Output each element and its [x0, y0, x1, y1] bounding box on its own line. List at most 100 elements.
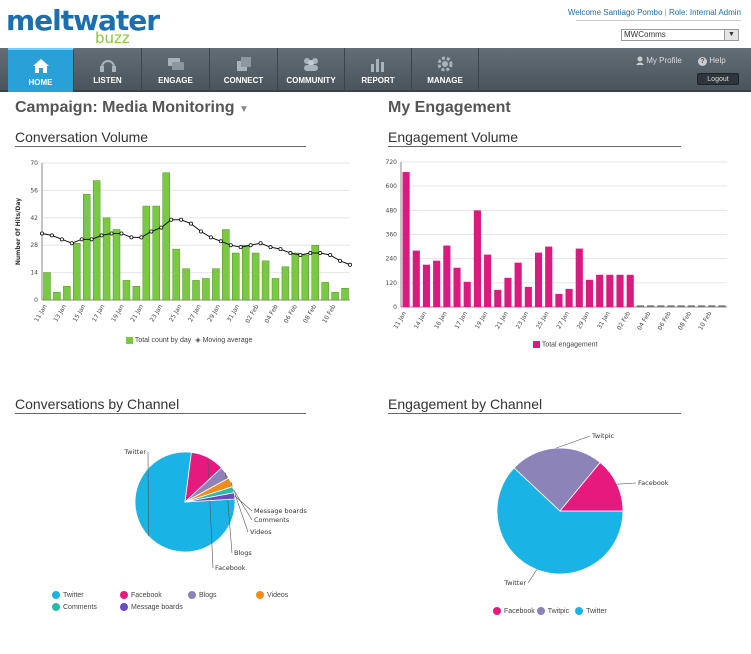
- bar: [453, 267, 461, 307]
- nav-community[interactable]: COMMUNITY: [278, 48, 345, 92]
- bar: [514, 262, 522, 307]
- my-profile-link[interactable]: My Profile: [636, 56, 682, 66]
- pie-slice: [496, 467, 624, 575]
- pie-label: Blogs: [234, 549, 252, 557]
- y-tick-label: 720: [386, 159, 398, 166]
- dropdown-button[interactable]: ▼: [724, 30, 738, 40]
- legend-item-blogs[interactable]: Blogs: [188, 591, 256, 599]
- x-tick-label: 06 Feb: [657, 310, 673, 331]
- moving-average-point: [298, 252, 303, 257]
- bar: [534, 252, 543, 307]
- bar: [585, 279, 594, 307]
- bar: [311, 244, 319, 301]
- nav-report[interactable]: REPORT: [345, 48, 412, 92]
- bar: [422, 264, 431, 307]
- help-link[interactable]: ? Help: [698, 56, 726, 66]
- bar: [402, 172, 410, 307]
- nav-label: MANAGE: [427, 76, 463, 85]
- account-value: MWComms: [624, 30, 666, 39]
- logo[interactable]: meltwater: [6, 4, 160, 37]
- nav-manage[interactable]: MANAGE: [412, 48, 479, 92]
- legend-item-twitter[interactable]: Twitter: [575, 607, 607, 615]
- legend-swatch: [188, 591, 196, 599]
- engagement-volume-legend: Total engagement: [533, 341, 597, 348]
- conversation-volume-title: Conversation Volume: [15, 129, 306, 147]
- moving-average-point: [69, 241, 74, 246]
- legend-label: Videos: [267, 591, 289, 599]
- logout-button[interactable]: Logout: [697, 73, 739, 85]
- y-tick-label: 42: [30, 215, 38, 222]
- pie-leader-line: [527, 569, 538, 584]
- x-tick-label: 19 Jan: [474, 310, 490, 330]
- home-icon: [32, 59, 49, 73]
- moving-average-point: [149, 229, 154, 234]
- help-label: Help: [709, 56, 726, 65]
- bar: [192, 280, 200, 301]
- moving-average-point: [248, 243, 253, 248]
- bar: [182, 268, 190, 301]
- y-tick-label: 14: [30, 270, 38, 277]
- x-tick-label: 23 Jan: [149, 303, 165, 323]
- bar: [132, 286, 141, 301]
- nav-home[interactable]: HOME: [8, 48, 74, 92]
- pie-slice: [559, 461, 624, 512]
- bar: [494, 289, 502, 307]
- bar: [463, 281, 471, 307]
- legend-item-twitpic[interactable]: Twitpic: [536, 607, 569, 615]
- x-tick-label: 29 Jan: [576, 310, 592, 330]
- moving-average-point: [79, 237, 84, 242]
- gear-icon: [437, 56, 453, 72]
- bar: [73, 242, 81, 301]
- conversations-by-channel-chart: Twitter Facebook Blogs Videos CommentsMessag…: [123, 448, 307, 572]
- bar: [122, 280, 131, 301]
- legend-swatch: [120, 591, 128, 599]
- x-tick-label: 04 Feb: [264, 303, 280, 324]
- legend-item-facebook[interactable]: Facebook: [493, 607, 535, 615]
- campaign-select[interactable]: Campaign: Media Monitoring ▼: [15, 99, 249, 117]
- legend-label: Twitter: [63, 591, 84, 599]
- x-tick-label: 17 Jan: [91, 303, 107, 323]
- x-tick-label: 08 Feb: [677, 310, 693, 331]
- x-tick-label: 27 Jan: [187, 303, 203, 323]
- account-select[interactable]: MWComms ▼: [621, 29, 739, 41]
- pie-label: Comments: [254, 516, 290, 524]
- moving-average-point: [318, 251, 323, 256]
- nav-listen[interactable]: LISTEN: [74, 48, 142, 92]
- bar: [152, 205, 160, 301]
- legend-item-videos[interactable]: Videos: [256, 591, 324, 599]
- legend-swatch: [575, 607, 584, 615]
- bar: [162, 172, 170, 301]
- legend-item-twitter[interactable]: Twitter: [52, 591, 120, 599]
- moving-average-point: [208, 235, 213, 240]
- bar: [232, 252, 240, 301]
- moving-average-point: [198, 229, 203, 234]
- bar: [112, 229, 121, 301]
- y-tick-label: 0: [393, 304, 397, 311]
- bar: [331, 291, 339, 301]
- main-nav: HOME LISTEN ENGAGE CONNECT COMMUNITY REP…: [0, 48, 751, 92]
- moving-average-point: [218, 239, 223, 244]
- legend-swatch: [256, 591, 264, 599]
- legend-item-facebook[interactable]: Facebook: [120, 591, 188, 599]
- nav-connect[interactable]: CONNECT: [210, 48, 278, 92]
- legend-item-comments[interactable]: Comments: [52, 603, 120, 611]
- my-profile-label: My Profile: [646, 56, 682, 65]
- bar: [212, 268, 220, 301]
- x-tick-label: 31 Jan: [596, 310, 612, 330]
- y-tick-label: 600: [386, 183, 398, 190]
- bar: [92, 180, 101, 301]
- legend-bar-swatch: [126, 336, 133, 344]
- legend-item-message-boards[interactable]: Message boards: [120, 603, 210, 611]
- moving-average-point: [49, 233, 54, 238]
- x-tick-label: 19 Jan: [110, 303, 126, 323]
- nav-label: ENGAGE: [158, 76, 193, 85]
- nav-engage[interactable]: ENGAGE: [142, 48, 210, 92]
- chevron-down-icon: ▼: [239, 104, 249, 115]
- moving-average-point: [99, 233, 104, 238]
- x-tick-label: 02 Feb: [616, 310, 632, 331]
- moving-average-point: [89, 237, 94, 242]
- bar: [82, 194, 91, 301]
- y-tick-label: 0: [34, 297, 38, 304]
- x-tick-label: 15 Jan: [72, 303, 88, 323]
- bar: [433, 260, 441, 307]
